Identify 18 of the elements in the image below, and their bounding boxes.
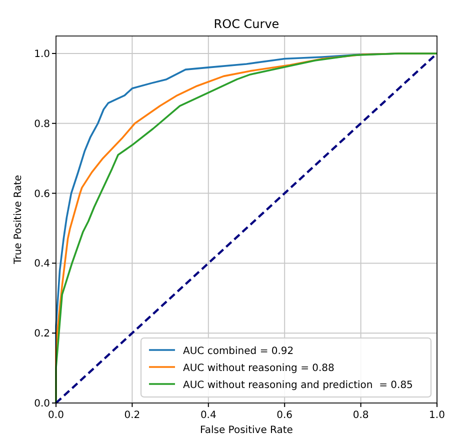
y-axis-title: True Positive Rate	[13, 174, 24, 266]
legend-label: AUC without reasoning and prediction = 0.85	[183, 380, 413, 391]
y-tick-label: 0.8	[34, 118, 50, 130]
y-tick-label: 1.0	[34, 48, 50, 60]
x-tick-label: 0.0	[48, 410, 64, 421]
chart-title: ROC Curve	[214, 17, 280, 31]
y-tick-label: 0.2	[34, 328, 50, 340]
y-tick-label: 0.0	[34, 398, 50, 410]
x-tick-label: 0.8	[352, 410, 369, 421]
x-axis-title: False Positive Rate	[200, 425, 293, 436]
y-tick-label: 0.4	[34, 258, 50, 270]
y-tick-label: 0.6	[34, 188, 50, 200]
x-tick-label: 0.6	[276, 410, 293, 421]
legend-label: AUC without reasoning = 0.88	[183, 363, 334, 374]
x-tick-label: 0.4	[200, 410, 216, 421]
legend-label: AUC combined = 0.92	[183, 346, 294, 357]
x-tick-label: 0.2	[124, 410, 140, 421]
x-tick-label: 1.0	[429, 410, 445, 421]
